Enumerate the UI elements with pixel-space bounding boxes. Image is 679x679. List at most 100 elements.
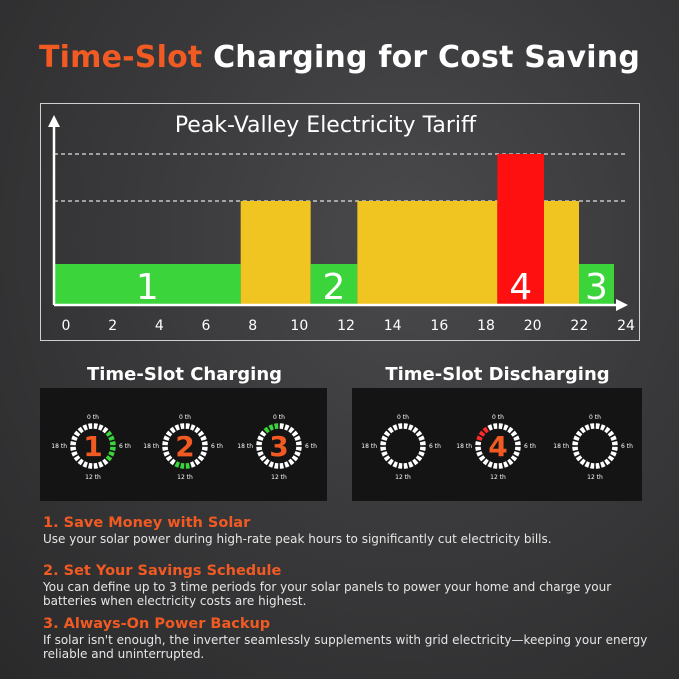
dial-segment	[291, 455, 299, 462]
feature-desc: You can define up to 3 time periods for …	[43, 580, 612, 608]
dial-hour-label: 12 th	[587, 474, 603, 481]
page-headline: Time-Slot Charging for Cost Saving	[0, 40, 679, 75]
dial-segment	[108, 435, 115, 441]
dial-segment	[600, 461, 606, 468]
dial-segment	[163, 451, 170, 457]
dial-segment	[507, 426, 514, 434]
tariff-chart: 1 2 4 30 2 4 6 8 10 12 14 16 18 20 22 24	[54, 153, 628, 334]
dial-segment	[291, 430, 299, 437]
dial-segment	[169, 426, 176, 434]
tariff-bar-flat	[544, 201, 579, 305]
dial-segment	[610, 435, 617, 441]
dial-segment	[190, 424, 196, 431]
dial-segment	[408, 461, 414, 468]
dial-hour-label: 0 th	[273, 414, 285, 421]
dial-slot-number: 2	[175, 430, 194, 463]
dial-segment	[284, 424, 290, 431]
charging-title: Time-Slot Charging	[86, 364, 283, 385]
dial-segment	[284, 461, 290, 468]
dial-segment	[105, 430, 113, 437]
feature-title: 2. Set Your Savings Schedule	[43, 563, 282, 579]
dial-slot-number: 1	[83, 430, 102, 463]
dial-segment	[98, 461, 104, 468]
dial-segment	[487, 461, 493, 468]
x-tick-label: 6	[202, 318, 211, 334]
dial-segment	[503, 461, 509, 468]
feature-3: 3. Always-On Power Backup If solar isn't…	[43, 616, 658, 661]
headline-accent: Time-Slot	[38, 40, 203, 75]
tariff-chart-frame	[40, 103, 640, 341]
dial-segment	[71, 435, 78, 441]
dial-hour-label: 6 th	[211, 443, 223, 450]
dial-segment	[482, 458, 489, 466]
dial-hour-label: 12 th	[177, 474, 193, 481]
dial-segment	[102, 458, 109, 466]
slot-number-label: 3	[585, 267, 608, 308]
dial-segment	[197, 455, 205, 462]
feature-desc: If solar isn't enough, the inverter seam…	[43, 633, 648, 661]
discharging-panel: 0 th 12 th 18 th 6 th 0 th 12 th 18 th 6 th 4 0 t…	[352, 388, 642, 501]
feature-title: 3. Always-On Power Backup	[43, 616, 271, 632]
dial-segment	[98, 424, 104, 431]
dial-segment	[257, 435, 264, 441]
dial-segment	[268, 424, 274, 431]
clock-dial-3: 0 th 12 th 18 th 6 th 3	[237, 414, 317, 481]
tariff-bar-peak	[497, 154, 544, 305]
dial-segment	[478, 455, 486, 462]
slot-number-label: 4	[509, 267, 532, 308]
x-tick-label: 16	[430, 318, 448, 334]
slot-number-label: 1	[136, 267, 159, 308]
dial-segment	[607, 430, 615, 437]
dial-segment	[169, 458, 176, 466]
x-tick-label: 4	[155, 318, 164, 334]
dial-segment	[77, 458, 84, 466]
dial-hour-label: 0 th	[589, 414, 601, 421]
dial-segment	[383, 430, 391, 437]
dial-segment	[604, 426, 611, 434]
dial-segment	[415, 455, 423, 462]
dial-segment	[573, 451, 580, 457]
x-tick-label: 2	[108, 318, 117, 334]
dial-hour-label: 18 th	[237, 443, 253, 450]
dial-segment	[82, 461, 88, 468]
x-tick-label: 18	[477, 318, 495, 334]
dial-segment	[575, 455, 583, 462]
discharging-title: Time-Slot Discharging	[385, 364, 610, 385]
charging-panel: 0 th 12 th 18 th 6 th 1 0 th 12 th 18 th 6 th 2 0 …	[40, 388, 327, 501]
tariff-bar-valley	[54, 264, 241, 305]
dial-segment	[259, 430, 267, 437]
dial-segment	[381, 451, 388, 457]
dial-segment	[418, 451, 425, 457]
feature-title: 1. Save Money with Solar	[43, 515, 251, 531]
dial-segment	[487, 424, 493, 431]
x-tick-label: 20	[524, 318, 542, 334]
dial-segment	[197, 430, 205, 437]
dial-hour-label: 6 th	[621, 443, 633, 450]
headline-rest: Charging for Cost Saving	[202, 40, 641, 75]
dial-segment	[294, 451, 301, 457]
x-axis-arrow-icon	[616, 299, 628, 311]
dial-hour-label: 12 th	[490, 474, 506, 481]
dial-segment	[82, 424, 88, 431]
dial-segment	[604, 458, 611, 466]
clock-dial-2: 0 th 12 th 18 th 6 th 2	[143, 414, 223, 481]
dial-segment	[73, 430, 81, 437]
dial-hour-label: 6 th	[524, 443, 536, 450]
dial-segment	[108, 451, 115, 457]
dial-segment	[200, 435, 207, 441]
dial-segment	[165, 455, 173, 462]
dial-segment	[77, 426, 84, 434]
dial-hour-label: 0 th	[179, 414, 191, 421]
dial-segment	[418, 435, 425, 441]
dial-slot-number: 3	[269, 430, 288, 463]
x-tick-label: 22	[570, 318, 588, 334]
dial-segment	[268, 461, 274, 468]
x-tick-label: 14	[384, 318, 402, 334]
tariff-bar-flat	[357, 201, 498, 305]
tariff-bar-flat	[240, 201, 311, 305]
clock-dial-empty: 0 th 12 th 18 th 6 th	[361, 414, 441, 481]
dial-hour-label: 0 th	[492, 414, 504, 421]
dial-segment	[392, 461, 398, 468]
dial-segment	[73, 455, 81, 462]
